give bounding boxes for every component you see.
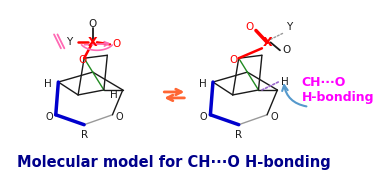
Text: R: R [81, 130, 88, 140]
Text: R: R [235, 130, 242, 140]
Text: X: X [262, 36, 272, 49]
Text: O: O [270, 112, 278, 122]
Text: H: H [199, 79, 206, 89]
Text: Y: Y [286, 22, 293, 33]
Text: Y: Y [67, 37, 73, 47]
Text: O: O [200, 112, 207, 122]
Text: Molecular model for CH···O H-bonding: Molecular model for CH···O H-bonding [17, 155, 330, 170]
Text: O: O [245, 22, 253, 33]
Text: O: O [229, 55, 238, 65]
Text: O: O [88, 18, 97, 29]
Text: O: O [116, 112, 123, 122]
Text: O: O [283, 45, 291, 55]
Text: H: H [44, 79, 52, 89]
Text: H: H [110, 90, 118, 100]
Text: CH···O: CH···O [301, 76, 346, 89]
Text: H: H [281, 77, 289, 87]
Text: X: X [88, 36, 98, 49]
Text: O: O [78, 55, 87, 65]
Text: H-bonding: H-bonding [301, 91, 374, 104]
Text: O: O [45, 112, 53, 122]
Text: O: O [113, 39, 121, 49]
